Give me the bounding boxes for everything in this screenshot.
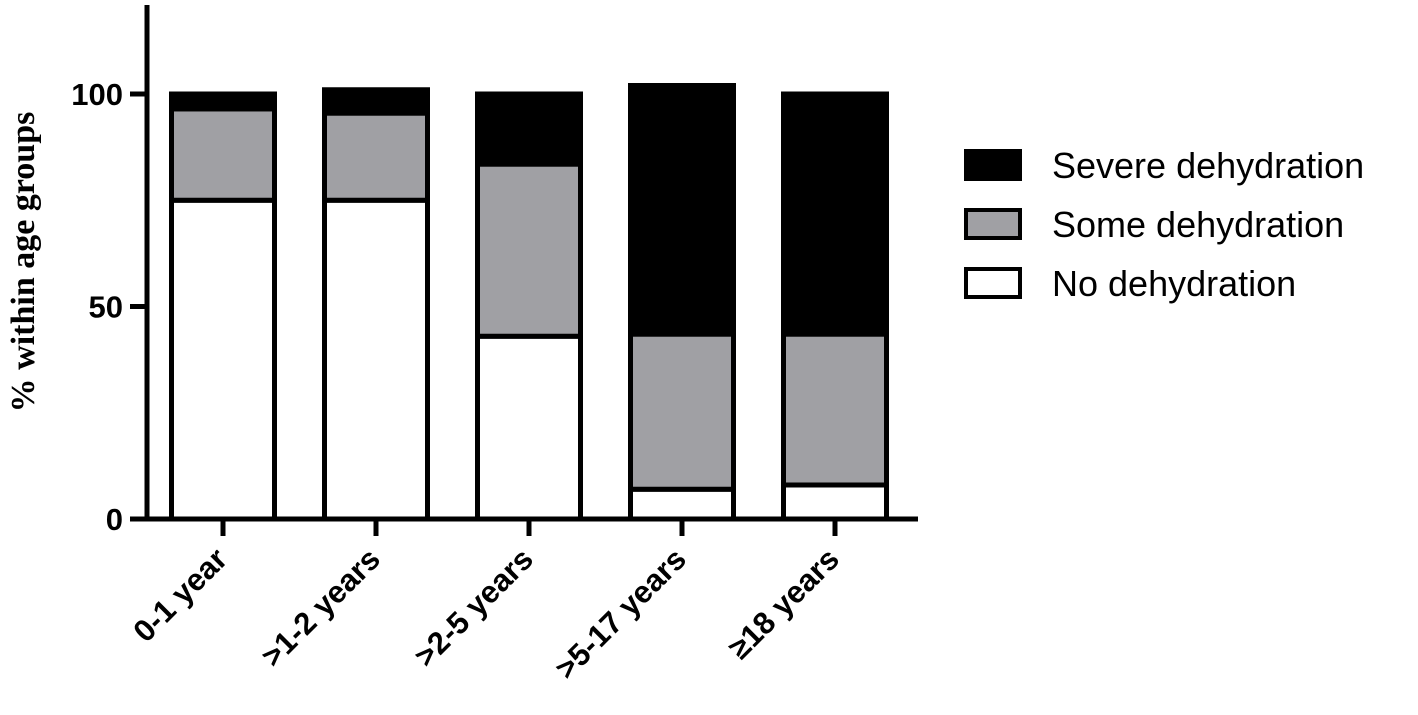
bar-segment-no-dehydration-1 — [322, 197, 430, 522]
bar-segment-some-dehydration-0 — [169, 106, 277, 203]
bar-segment-no-dehydration-2 — [475, 333, 583, 522]
bar-segment-severe-dehydration-3 — [628, 83, 736, 337]
x-tick-label-1: >1-2 years — [254, 541, 387, 674]
x-tick-label-2: >2-5 years — [407, 541, 540, 674]
bar-segment-severe-dehydration-0 — [169, 91, 277, 112]
y-tick-label-100: 100 — [71, 77, 123, 112]
bar-segment-some-dehydration-2 — [475, 161, 583, 339]
bar-segment-some-dehydration-1 — [322, 110, 430, 203]
y-tick-label-0: 0 — [106, 502, 123, 537]
legend-swatch-some-dehydration — [964, 208, 1022, 240]
bar-segment-no-dehydration-3 — [628, 486, 736, 522]
legend-label-no-dehydration: No dehydration — [1052, 263, 1296, 304]
bar-segment-no-dehydration-0 — [169, 197, 277, 522]
y-axis-label: % within age groups — [5, 112, 42, 413]
bar-segment-some-dehydration-4 — [781, 331, 889, 488]
x-tick-label-4: ≥18 years — [721, 541, 846, 666]
bar-segment-severe-dehydration-4 — [781, 91, 889, 337]
legend: Severe dehydration Some dehydration No deh… — [964, 145, 1364, 304]
bar-segment-no-dehydration-4 — [781, 482, 889, 522]
bars-group — [169, 83, 889, 522]
legend-swatch-no-dehydration — [964, 267, 1022, 299]
legend-swatch-severe-dehydration — [964, 149, 1022, 181]
legend-label-severe-dehydration: Severe dehydration — [1052, 145, 1364, 186]
legend-label-some-dehydration: Some dehydration — [1052, 204, 1344, 245]
x-tick-label-3: >5-17 years — [548, 541, 693, 686]
x-tick-label-0: 0-1 year — [126, 541, 234, 649]
y-tick-label-50: 50 — [89, 290, 123, 325]
bar-segment-severe-dehydration-2 — [475, 91, 583, 167]
bar-segment-severe-dehydration-1 — [322, 87, 430, 116]
bar-segment-some-dehydration-3 — [628, 331, 736, 492]
